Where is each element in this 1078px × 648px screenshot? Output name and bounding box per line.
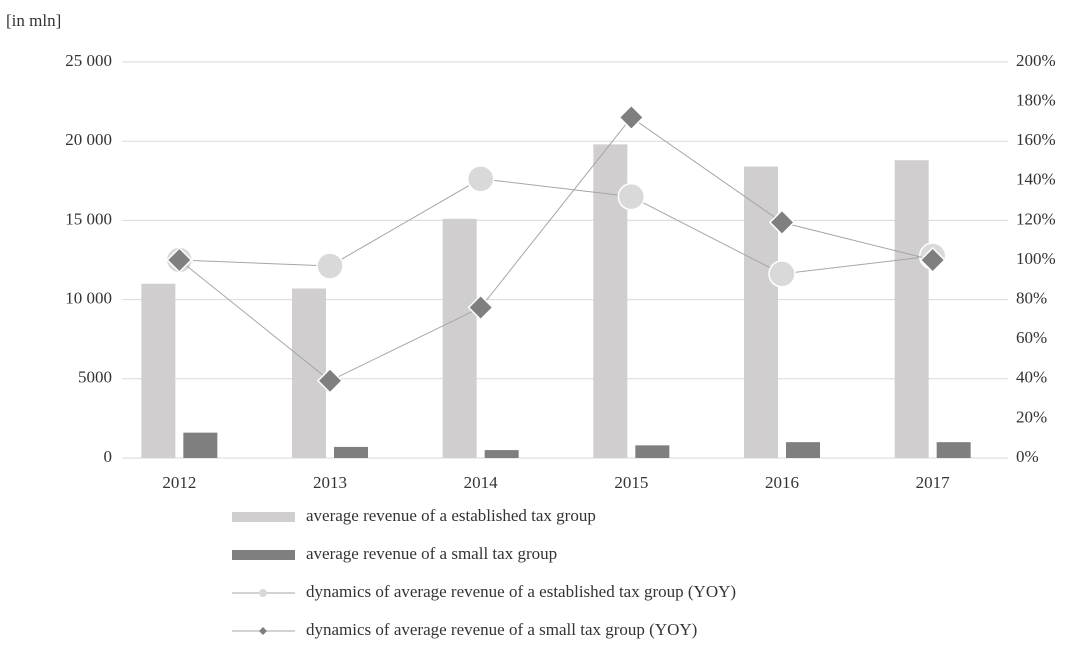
- y-tick-label: 15 000: [65, 209, 112, 228]
- bar: [141, 283, 176, 458]
- marker: [919, 246, 946, 274]
- bar: [744, 166, 778, 458]
- y2-tick-label: 40%: [1016, 368, 1047, 387]
- bar: [334, 446, 368, 458]
- marker: [768, 260, 796, 288]
- bar: [442, 218, 477, 458]
- legend-swatch: [259, 589, 267, 597]
- y-tick-label: 5000: [78, 368, 112, 387]
- y-tick-label: 0: [104, 447, 113, 466]
- x-tick-label: 2014: [464, 473, 499, 492]
- bar: [183, 432, 218, 458]
- line: [179, 178, 933, 275]
- y2-tick-label: 180%: [1016, 91, 1056, 110]
- marker: [618, 104, 645, 131]
- legend-label: dynamics of average revenue of a establi…: [306, 582, 736, 601]
- marker: [617, 182, 646, 211]
- y-axis-label: [in mln]: [6, 11, 61, 30]
- y2-tick-label: 100%: [1016, 249, 1056, 268]
- y-tick-label: 25 000: [65, 51, 112, 70]
- line: [179, 116, 933, 382]
- legend-swatch: [259, 627, 267, 635]
- bar: [635, 445, 670, 458]
- y2-tick-label: 60%: [1016, 328, 1047, 347]
- y2-tick-label: 160%: [1016, 130, 1056, 149]
- y2-tick-label: 120%: [1016, 209, 1056, 228]
- x-tick-label: 2012: [162, 473, 196, 492]
- legend-label: average revenue of a established tax gro…: [306, 506, 596, 525]
- y2-tick-label: 140%: [1016, 170, 1056, 189]
- marker: [467, 294, 494, 321]
- legend-swatch: [232, 512, 295, 522]
- marker: [768, 209, 796, 236]
- legend-swatch: [232, 550, 295, 560]
- marker: [316, 252, 344, 280]
- x-tick-label: 2016: [765, 473, 799, 492]
- y2-tick-label: 80%: [1016, 289, 1047, 308]
- x-tick-label: 2017: [916, 473, 951, 492]
- x-tick-label: 2013: [313, 473, 347, 492]
- y2-tick-label: 20%: [1016, 407, 1047, 426]
- y-tick-label: 20 000: [65, 130, 112, 149]
- y2-tick-label: 0%: [1016, 447, 1039, 466]
- y-tick-label: 10 000: [65, 289, 112, 308]
- marker: [316, 367, 344, 394]
- legend-label: average revenue of a small tax group: [306, 544, 557, 563]
- y2-tick-label: 200%: [1016, 51, 1056, 70]
- x-tick-label: 2015: [614, 473, 648, 492]
- legend-label: dynamics of average revenue of a small t…: [306, 620, 697, 639]
- bar: [484, 450, 519, 458]
- marker: [466, 165, 495, 193]
- bar: [786, 442, 820, 458]
- marker: [166, 246, 193, 274]
- bar: [894, 160, 929, 458]
- bar: [936, 442, 971, 458]
